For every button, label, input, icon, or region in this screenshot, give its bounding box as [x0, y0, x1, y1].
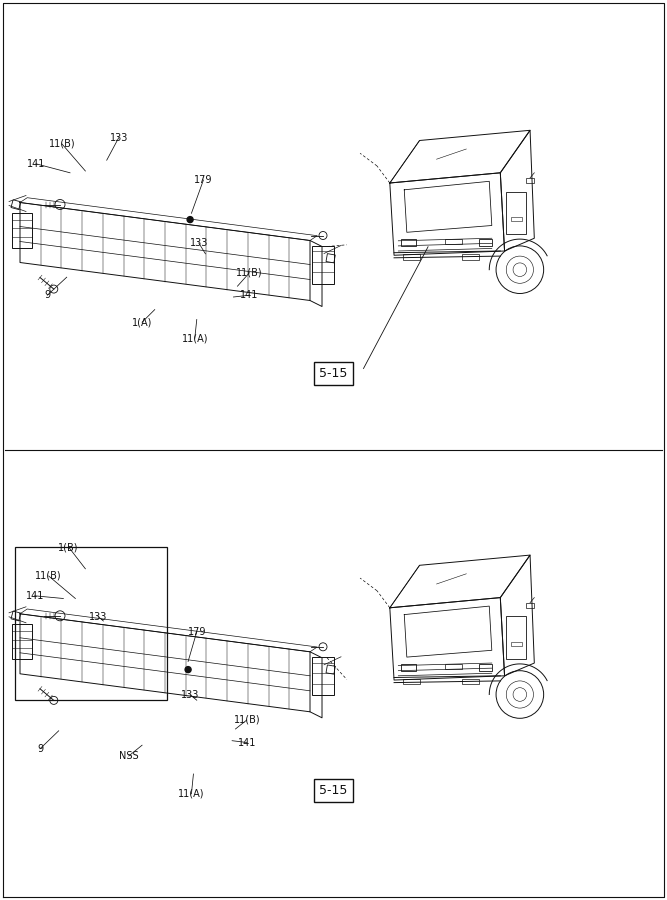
Text: NSS: NSS — [119, 751, 139, 761]
Bar — [510, 642, 522, 646]
Text: 133: 133 — [189, 238, 208, 248]
Text: 133: 133 — [181, 689, 199, 700]
Bar — [401, 239, 416, 246]
Bar — [462, 680, 479, 684]
Bar — [479, 664, 492, 670]
Text: 133: 133 — [89, 611, 107, 622]
Text: 11(A): 11(A) — [178, 788, 205, 799]
Text: 11(B): 11(B) — [233, 715, 260, 725]
Bar — [510, 217, 522, 221]
Text: 179: 179 — [194, 175, 213, 185]
Text: 9: 9 — [37, 743, 43, 754]
Text: 141: 141 — [237, 737, 256, 748]
Text: 9: 9 — [44, 290, 51, 301]
Bar — [526, 603, 534, 608]
Bar — [506, 192, 526, 234]
Bar — [326, 665, 336, 674]
Text: 11(B): 11(B) — [236, 267, 263, 278]
Bar — [312, 246, 334, 284]
Bar — [15, 547, 167, 700]
Bar — [11, 200, 21, 210]
Text: 11(B): 11(B) — [49, 139, 75, 149]
Text: 11(B): 11(B) — [35, 571, 62, 581]
Circle shape — [187, 217, 193, 222]
Bar — [401, 664, 416, 670]
Bar — [326, 254, 336, 263]
Text: 5-15: 5-15 — [319, 367, 348, 380]
Text: 1(B): 1(B) — [59, 542, 79, 553]
Text: 141: 141 — [25, 590, 44, 601]
Text: 141: 141 — [27, 158, 45, 169]
Text: 11(A): 11(A) — [181, 333, 208, 344]
Text: 1(A): 1(A) — [132, 317, 152, 328]
Text: 133: 133 — [109, 132, 128, 143]
Bar — [312, 657, 334, 695]
Bar — [403, 255, 420, 259]
Bar — [403, 680, 420, 684]
Bar — [11, 611, 21, 621]
Bar — [445, 239, 462, 244]
Bar — [506, 616, 526, 659]
Bar — [12, 624, 32, 659]
Text: 141: 141 — [240, 290, 259, 301]
Text: 179: 179 — [187, 626, 206, 637]
Bar — [479, 239, 492, 246]
Bar — [526, 178, 534, 183]
Bar — [445, 664, 462, 669]
Circle shape — [185, 667, 191, 672]
Bar — [12, 212, 32, 248]
Bar — [462, 255, 479, 259]
Text: 5-15: 5-15 — [319, 784, 348, 796]
